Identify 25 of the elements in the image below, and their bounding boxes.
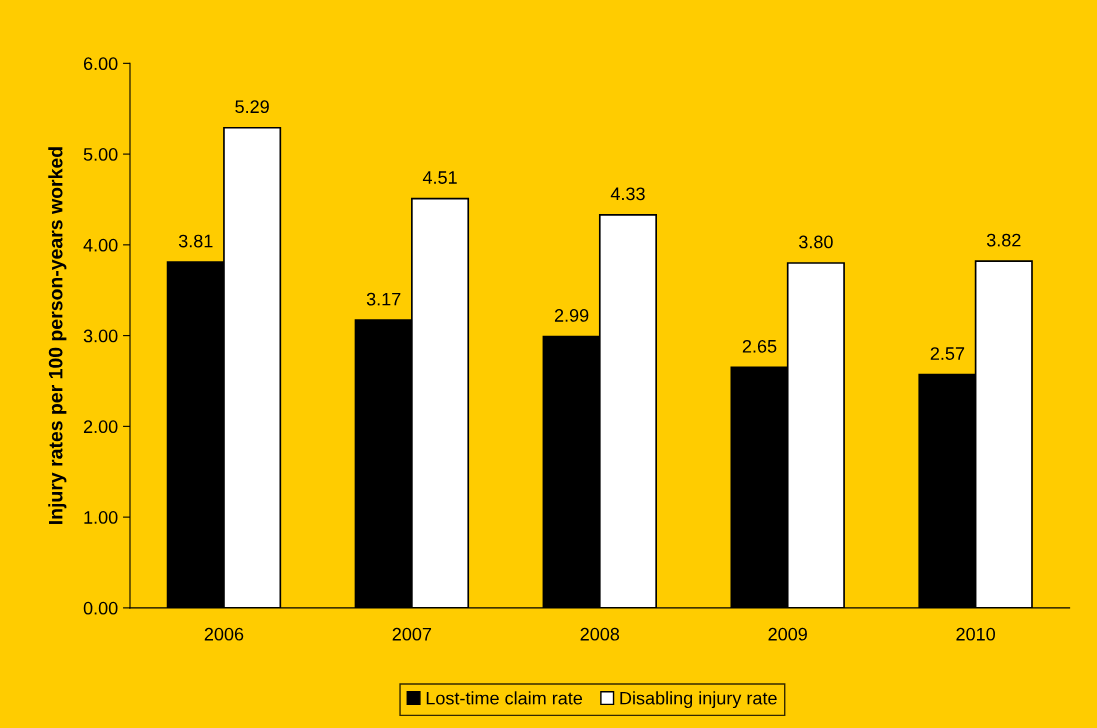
- y-axis-title: Injury rates per 100 person-years worked: [48, 147, 67, 524]
- y-tick-label: 5.00: [83, 148, 118, 161]
- x-tick-label: 2006: [204, 627, 244, 641]
- data-label: 3.81: [178, 234, 213, 248]
- data-label: 2.57: [930, 347, 965, 360]
- data-label: 2.65: [742, 339, 777, 353]
- data-label: 4.33: [610, 187, 645, 201]
- data-label: 3.80: [799, 235, 833, 249]
- y-tick-label: 2.00: [83, 420, 118, 434]
- data-label: 3.17: [366, 292, 401, 306]
- y-tick-label: 1.00: [84, 511, 118, 524]
- y-tick-label: 3.00: [83, 329, 118, 343]
- y-tick-label: 4.00: [83, 238, 118, 252]
- legend-label: Lost-time claim rate: [426, 691, 583, 705]
- data-label: 4.51: [422, 171, 457, 184]
- x-tick-label: 2008: [580, 627, 620, 641]
- x-tick-label: 2010: [956, 627, 995, 641]
- legend-label: Disabling injury rate: [620, 691, 777, 709]
- x-tick-label: 2007: [392, 627, 432, 641]
- x-tick-label: 2009: [768, 627, 807, 641]
- data-label: 3.82: [986, 233, 1021, 247]
- y-tick-label: 6.00: [83, 57, 118, 71]
- data-label: 2.99: [554, 309, 589, 322]
- y-tick-label: 0.00: [83, 601, 118, 615]
- data-label: 5.29: [235, 100, 269, 114]
